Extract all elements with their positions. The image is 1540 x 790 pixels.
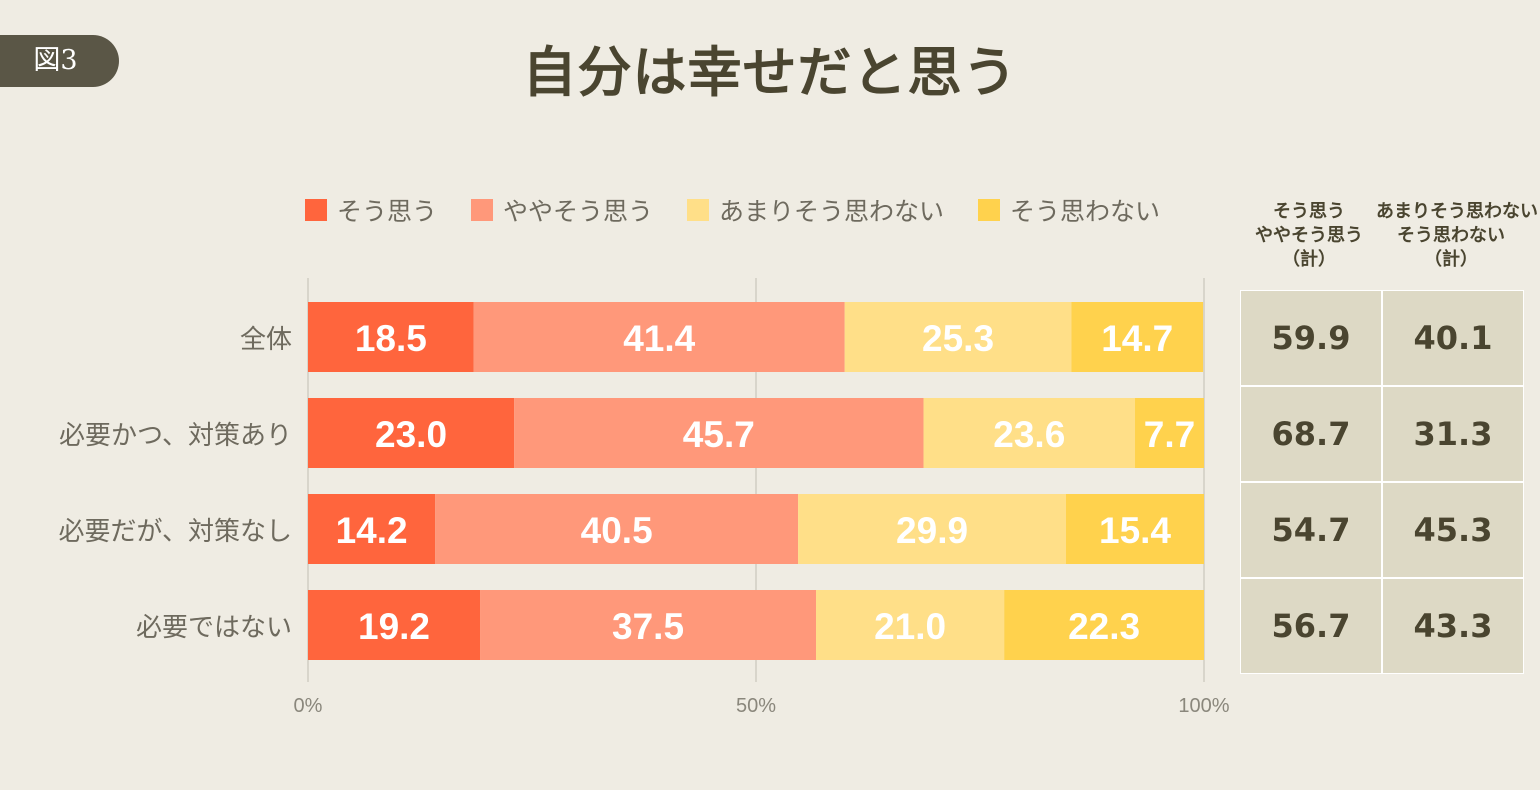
bar-segment	[1135, 398, 1204, 468]
bar-segment	[480, 590, 817, 660]
table-cell: 31.3	[1383, 387, 1523, 481]
legend-item: そう思う	[305, 192, 437, 228]
bar-segment	[1004, 590, 1204, 660]
x-tick-label: 100%	[1178, 695, 1229, 717]
legend: そう思う ややそう思う あまりそう思わない そう思わない	[305, 192, 1160, 228]
data-label: 25.3	[922, 318, 994, 359]
legend-label: ややそう思う	[503, 197, 654, 226]
data-label: 14.2	[336, 510, 408, 551]
data-label: 41.4	[623, 318, 695, 359]
bar-segment	[473, 302, 845, 372]
bar-segment	[308, 302, 474, 372]
bar-segment	[816, 590, 1005, 660]
chart-title: 自分は幸せだと思う	[522, 41, 1018, 104]
bar-segment	[514, 398, 924, 468]
header-line: そう思わない	[1397, 225, 1505, 246]
summary-table: 59.9 40.1 68.7 31.3 54.7 45.3 56.7 43.3	[1240, 290, 1524, 674]
bar-segment	[1071, 302, 1204, 372]
legend-item: あまりそう思わない	[687, 192, 944, 228]
bar-segment	[308, 398, 515, 468]
table-cell: 68.7	[1241, 387, 1381, 481]
data-label: 37.5	[612, 606, 684, 647]
legend-item: ややそう思う	[471, 192, 653, 228]
legend-item: そう思わない	[978, 192, 1160, 228]
legend-swatch	[471, 199, 494, 221]
legend-label: そう思わない	[1010, 197, 1161, 226]
data-label: 22.3	[1068, 606, 1140, 647]
table-cell: 43.3	[1383, 579, 1523, 673]
bar-segment	[308, 494, 436, 564]
x-tick-label: 0%	[294, 695, 323, 717]
bar-segment	[308, 590, 481, 660]
bar-segment	[1066, 494, 1204, 564]
table-cell: 56.7	[1241, 579, 1381, 673]
data-label: 7.7	[1144, 414, 1195, 455]
category-label: 必要ではない	[136, 613, 292, 643]
category-label: 必要だが、対策なし	[59, 517, 292, 547]
x-tick-label: 50%	[736, 695, 776, 717]
table-cell: 59.9	[1241, 291, 1381, 385]
table-cell: 54.7	[1241, 483, 1381, 577]
table-header-disagree: あまりそう思わない そう思わない （計）	[1376, 200, 1538, 272]
header-line: あまりそう思わない	[1376, 201, 1538, 222]
category-label: 必要かつ、対策あり	[59, 421, 292, 451]
header-line: ややそう思う	[1255, 225, 1363, 246]
data-label: 19.2	[358, 606, 430, 647]
bar-segment	[923, 398, 1136, 468]
table-cell: 45.3	[1383, 483, 1523, 577]
bar-segment	[844, 302, 1072, 372]
header-line: そう思う	[1273, 201, 1345, 222]
data-label: 18.5	[355, 318, 427, 359]
legend-swatch	[978, 199, 1001, 221]
data-label: 15.4	[1099, 510, 1171, 551]
figure-badge: 図3	[0, 35, 119, 87]
bar-segment	[435, 494, 799, 564]
data-label: 45.7	[683, 414, 755, 455]
data-label: 40.5	[581, 510, 653, 551]
legend-swatch	[687, 199, 710, 221]
category-label: 全体	[240, 325, 292, 355]
bar-segment	[798, 494, 1067, 564]
header-line: （計）	[1282, 249, 1336, 270]
data-label: 29.9	[896, 510, 968, 551]
table-header-agree: そう思う ややそう思う （計）	[1234, 200, 1384, 272]
legend-label: そう思う	[337, 197, 438, 226]
legend-label: あまりそう思わない	[719, 197, 945, 226]
legend-swatch	[305, 199, 327, 221]
data-label: 21.0	[874, 606, 946, 647]
header-line: （計）	[1424, 249, 1478, 270]
data-label: 23.6	[993, 414, 1065, 455]
data-label: 23.0	[375, 414, 447, 455]
data-label: 14.7	[1101, 318, 1173, 359]
table-cell: 40.1	[1383, 291, 1523, 385]
